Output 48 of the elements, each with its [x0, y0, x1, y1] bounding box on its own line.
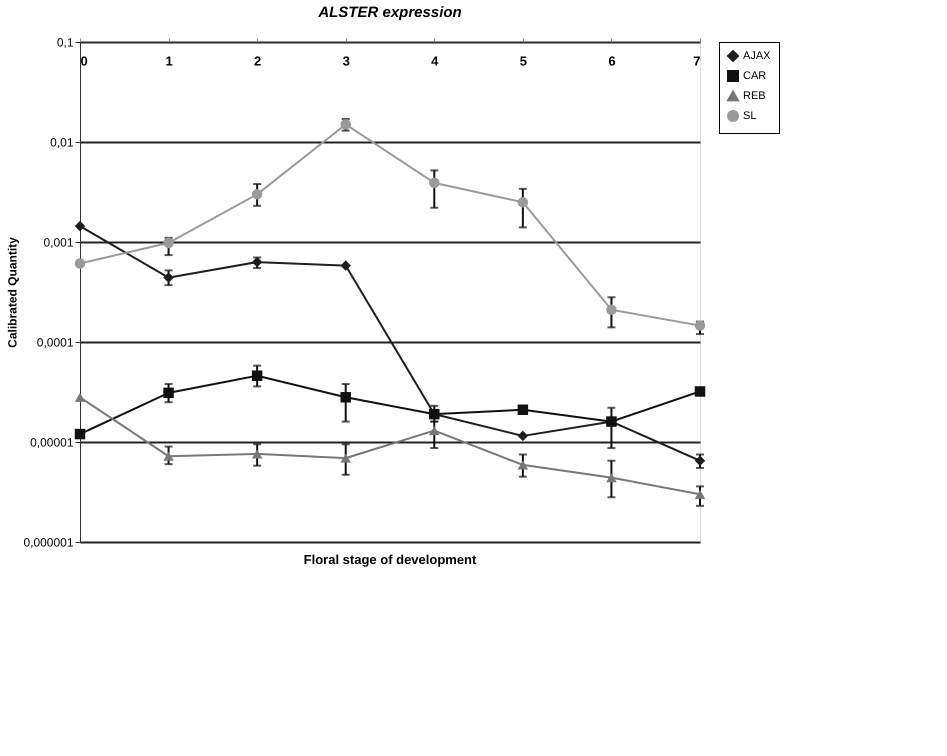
point: [252, 449, 262, 458]
point: [518, 430, 528, 442]
point: [74, 428, 86, 440]
point: [252, 370, 262, 381]
x-tick-label: 7: [693, 54, 700, 68]
point: [163, 388, 174, 398]
point: [694, 455, 706, 466]
point: [518, 196, 528, 208]
point: [694, 386, 706, 397]
point: [606, 304, 617, 316]
y-axis-title: Calibrated Quantity: [5, 236, 20, 348]
y-tick-label: 0,1: [56, 36, 74, 50]
point: [694, 490, 706, 499]
y-tick-label: 0,0001: [36, 336, 74, 350]
point: [74, 258, 86, 269]
x-tick-label: 0: [80, 54, 88, 68]
chart-title: ALSTER expression: [317, 4, 462, 21]
point: [340, 454, 351, 463]
legend-label: SL: [743, 110, 756, 122]
point: [340, 260, 351, 271]
legend-label: CAR: [743, 70, 766, 82]
point: [163, 272, 174, 283]
y-tick-label: 0,00001: [30, 436, 74, 450]
x-tick-label: 1: [165, 54, 173, 68]
point: [606, 473, 617, 482]
y-tick-label: 0,000001: [23, 536, 74, 550]
x-tick-label: 6: [608, 54, 616, 68]
point: [429, 178, 440, 188]
x-tick-label: 4: [431, 54, 440, 68]
point: [163, 238, 174, 248]
point: [694, 320, 706, 331]
point: [340, 392, 351, 403]
point: [163, 452, 174, 461]
point: [74, 220, 86, 232]
x-axis-title: Floral stage of development: [304, 552, 477, 567]
legend-label: AJAX: [743, 50, 772, 62]
x-tick-label: 2: [254, 54, 262, 68]
point: [429, 426, 440, 436]
point: [74, 392, 86, 402]
x-tick-label: 3: [342, 54, 350, 68]
point: [518, 460, 528, 470]
point: [340, 119, 351, 130]
legend-label: REB: [743, 90, 766, 102]
point: [518, 404, 528, 416]
y-tick-label: 0,01: [50, 136, 74, 150]
y-tick-label: 0,001: [43, 236, 74, 250]
point: [252, 189, 262, 200]
x-tick-label: 5: [520, 54, 527, 68]
